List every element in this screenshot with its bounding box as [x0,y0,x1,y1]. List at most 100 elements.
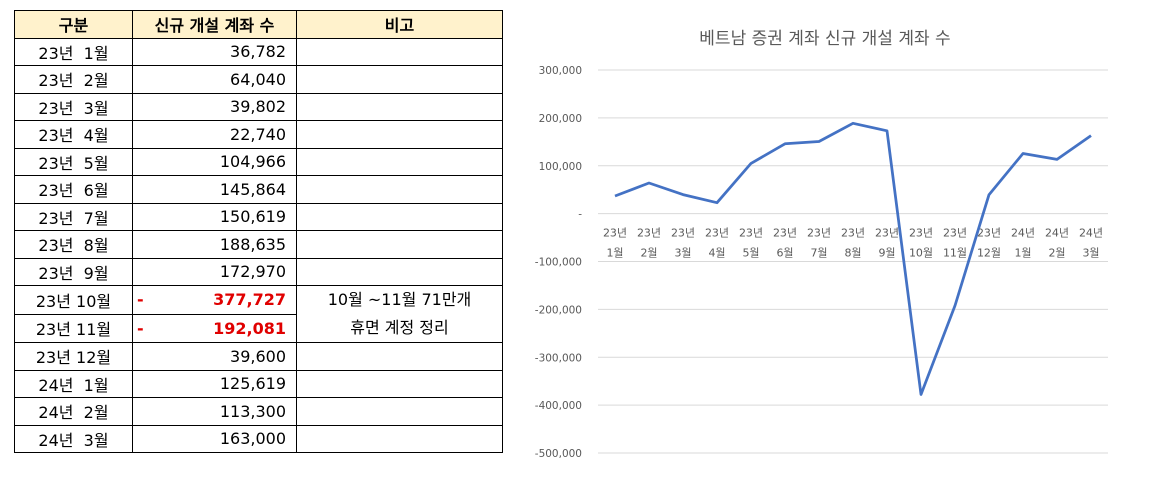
note-empty-cell [297,121,503,149]
row-value-cell: 172,970 [133,258,297,286]
table-row: 23년 8월 188,635 [15,231,503,259]
row-value-cell: 150,619 [133,203,297,231]
x-axis-labels: 23년1월23년2월23년3월23년4월23년5월23년6월23년7월23년8월… [603,227,1103,260]
y-tick-label: -100,000 [535,257,582,269]
row-value-cell: 125,619 [133,370,297,398]
note-line-1: 10월 ~11월 71만개 [297,286,502,314]
x-tick-label-month: 7월 [810,247,827,260]
x-tick-label-month: 6월 [776,247,793,260]
row-period: 23년 9월 [15,258,133,286]
y-axis-labels: 300,000200,000100,000--100,000-200,000-3… [535,65,582,460]
negative-sign: - [133,290,144,309]
row-period-label: 23년 7월 [38,209,108,228]
x-tick-label-month: 1월 [1014,247,1031,260]
row-period-label: 23년 1월 [38,44,108,63]
row-value: 163,000 [220,429,286,448]
table-body: 23년 1월 36,782 23년 2월 64,040 23년 3월 39,802 23년 … [15,38,503,453]
row-period-label: 24년 3월 [38,431,108,450]
row-period: 24년 2월 [15,398,133,426]
x-tick-label-year: 23년 [705,227,729,240]
x-tick-label-month: 1월 [606,247,623,260]
x-tick-label-year: 23년 [807,227,831,240]
y-tick-label: -200,000 [535,304,582,316]
x-tick-label-year: 23년 [875,227,899,240]
x-tick-label-year: 23년 [909,227,933,240]
row-value-cell: 22,740 [133,121,297,149]
row-period-label: 23년 11월 [36,320,111,339]
x-tick-label-month: 10월 [909,247,933,260]
note-empty-cell [297,258,503,286]
table-header-row: 구분 신규 개설 계좌 수 비고 [15,11,503,39]
note-empty-cell [297,38,503,66]
note-empty-cell [297,425,503,453]
account-table-container: 구분 신규 개설 계좌 수 비고 23년 1월 36,782 23년 2월 64,04… [14,10,503,453]
note-empty-cell [297,398,503,426]
x-tick-label-year: 23년 [773,227,797,240]
row-period: 23년 6월 [15,176,133,204]
row-value: 36,782 [230,42,286,61]
table-row: 23년 9월 172,970 [15,258,503,286]
table-row: 23년 12월 39,600 [15,343,503,371]
header-note: 비고 [297,11,503,39]
note-empty-cell [297,148,503,176]
note-empty-cell [297,231,503,259]
y-tick-label: 300,000 [539,65,582,77]
row-period: 24년 3월 [15,425,133,453]
account-table: 구분 신규 개설 계좌 수 비고 23년 1월 36,782 23년 2월 64,04… [14,10,503,453]
row-value: 145,864 [220,180,286,199]
note-empty-cell [297,343,503,371]
x-tick-label-month: 11월 [943,247,967,260]
table-row: 23년 6월 145,864 [15,176,503,204]
note-empty-cell [297,203,503,231]
x-tick-label-year: 23년 [603,227,627,240]
x-tick-label-month: 3월 [674,247,691,260]
note-empty-cell [297,370,503,398]
table-row: 23년 4월 22,740 [15,121,503,149]
row-period: 23년 5월 [15,148,133,176]
line-chart: 베트남 증권 계좌 신규 개설 계좌 수 300,000200,000100,0… [520,0,1156,485]
row-value-cell: 64,040 [133,66,297,94]
row-value: 150,619 [220,207,286,226]
grid-lines [598,70,1108,453]
row-value-cell: 39,600 [133,343,297,371]
row-period-label: 23년 8월 [38,236,108,255]
row-period: 23년 12월 [15,343,133,371]
row-period-label: 24년 1월 [38,376,108,395]
x-tick-label-year: 24년 [1011,227,1035,240]
row-value-cell: 36,782 [133,38,297,66]
x-tick-label-year: 23년 [671,227,695,240]
row-period: 23년 3월 [15,93,133,121]
row-value: 22,740 [230,125,286,144]
row-value: 192,081 [213,319,286,338]
row-period-label: 23년 9월 [38,264,108,283]
row-period: 23년 10월 [15,286,133,315]
y-tick-label: -400,000 [535,400,582,412]
row-value-cell: 188,635 [133,231,297,259]
header-new-accounts: 신규 개설 계좌 수 [133,11,297,39]
row-period-label: 23년 4월 [38,126,108,145]
row-period: 23년 8월 [15,231,133,259]
row-value: 172,970 [220,262,286,281]
row-value: 39,802 [230,97,286,116]
row-value-cell: 113,300 [133,398,297,426]
row-period: 23년 4월 [15,121,133,149]
x-tick-label-month: 5월 [742,247,759,260]
x-tick-label-year: 23년 [841,227,865,240]
table-row: 24년 3월 163,000 [15,425,503,453]
x-tick-label-month: 2월 [1048,247,1065,260]
row-period: 23년 7월 [15,203,133,231]
row-value-cell: 163,000 [133,425,297,453]
x-tick-label-year: 23년 [977,227,1001,240]
row-period-label: 23년 12월 [36,348,111,367]
row-value: 188,635 [220,235,286,254]
row-value: 64,040 [230,70,286,89]
row-value-cell: 39,802 [133,93,297,121]
x-tick-label-month: 4월 [708,247,725,260]
y-tick-label: 100,000 [539,161,582,173]
row-period-label: 23년 2월 [38,71,108,90]
x-tick-label-month: 2월 [640,247,657,260]
row-period-label: 23년 5월 [38,154,108,173]
